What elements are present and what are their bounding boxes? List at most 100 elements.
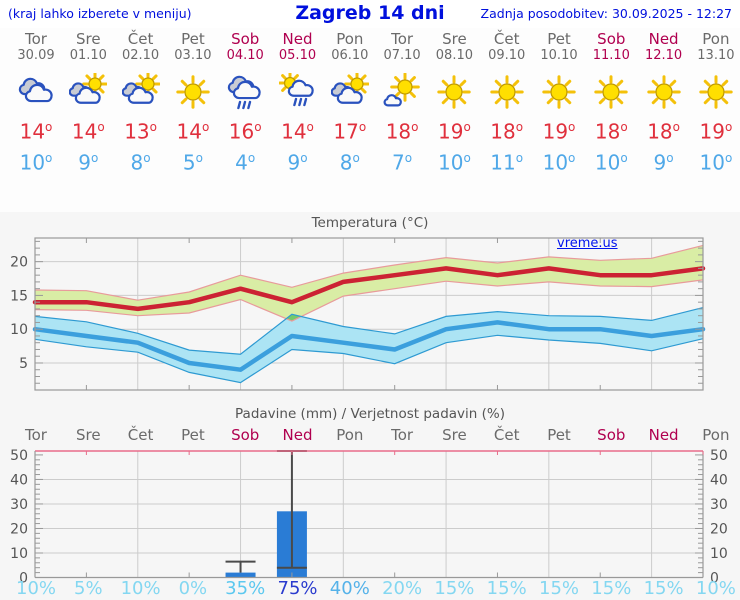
day-column-02-10[interactable]: Čet 02.10 13o 8o [115, 30, 167, 174]
svg-text:20: 20 [10, 521, 28, 537]
svg-text:20: 20 [10, 255, 28, 271]
day-column-11-10[interactable]: Sob 11.10 18o 10o [585, 30, 637, 174]
day-date: 06.10 [331, 48, 369, 63]
day-date: 30.09 [17, 48, 55, 63]
sunny-icon [488, 73, 526, 111]
day-name: Ned [648, 30, 679, 48]
svg-text:30: 30 [710, 497, 728, 513]
day-column-12-10[interactable]: Ned 12.10 18o 9o [638, 30, 690, 174]
day-column-13-10[interactable]: Pon 13.10 19o 10o [690, 30, 740, 174]
day-date: 05.10 [278, 48, 317, 63]
precip-probability: 75% [277, 578, 318, 599]
day-name: Sre [76, 30, 101, 48]
svg-text:5: 5 [19, 356, 28, 372]
precip-day-label: Sob [231, 426, 260, 444]
day-high-temp: 16o [228, 119, 262, 144]
day-name: Čet [127, 30, 154, 48]
day-name: Ned [282, 30, 313, 48]
day-low-temp: 5o [182, 150, 203, 175]
day-name: Sob [231, 30, 260, 48]
precip-day-label: Sre [442, 426, 467, 444]
precip-day-label: Ned [648, 426, 679, 444]
day-name: Pet [181, 30, 205, 48]
day-high-temp: 13o [124, 119, 157, 144]
watermark-link[interactable]: vreme.us [557, 236, 618, 251]
svg-text:10: 10 [710, 546, 728, 562]
day-column-05-10[interactable]: Ned 05.10 14o 9o [272, 30, 324, 174]
day-date: 08.10 [435, 48, 473, 63]
precipitation-chart: 0 0 10 10 20 20 30 30 40 40 50 50 [10, 448, 728, 587]
day-date: 11.10 [592, 48, 630, 63]
partly-cloudy-icon [330, 71, 370, 111]
mostly-sunny-icon [383, 72, 421, 111]
precip-probability: 40% [329, 578, 370, 599]
svg-text:50: 50 [10, 448, 28, 464]
day-high-temp: 18o [490, 119, 524, 144]
day-high-temp: 14o [71, 119, 105, 144]
svg-text:10: 10 [10, 546, 28, 562]
rain-icon [226, 73, 264, 111]
day-low-temp: 10o [19, 150, 53, 175]
day-date: 10.10 [540, 48, 578, 63]
svg-text:0: 0 [19, 571, 28, 587]
svg-text:40: 40 [710, 472, 728, 488]
day-high-temp: 18o [594, 119, 628, 144]
day-low-temp: 10o [542, 150, 576, 175]
sunny-icon [697, 73, 735, 111]
day-low-temp: 9o [287, 150, 308, 175]
partly-cloudy-icon [121, 71, 161, 111]
precip-probability: 15% [591, 578, 632, 599]
day-high-temp: 18o [385, 119, 419, 144]
precip-probability: 5% [74, 578, 103, 599]
day-column-07-10[interactable]: Tor 07.10 18o 7o [376, 30, 428, 174]
day-low-temp: 10o [437, 150, 471, 175]
day-date: 04.10 [226, 48, 264, 63]
precip-day-label: Ned [282, 426, 313, 444]
sunny-icon [645, 73, 683, 111]
precip-day-label: Pon [336, 426, 364, 444]
svg-text:30: 30 [10, 497, 28, 513]
precip-day-label: Čet [127, 426, 154, 444]
day-date: 07.10 [383, 48, 421, 63]
day-column-08-10[interactable]: Sre 08.10 19o 10o [428, 30, 480, 174]
day-low-temp: 8o [130, 150, 151, 175]
charts-section: Temperatura (°C) 5 10 15 20 vreme.us Padavi… [0, 212, 740, 600]
precip-day-label: Sob [597, 426, 626, 444]
forecast-table: Tor 30.09 14o 10o Sre 01.10 14o 9o Čet 02.10 13o 8o… [0, 30, 740, 210]
day-date: 02.10 [121, 48, 160, 63]
precip-probability: 15% [486, 578, 527, 599]
day-high-temp: 18o [647, 119, 680, 144]
precip-probability-row: 10% 5% 10% 0% 35% 75% 40% 20% 15% 15% 15% 15% 15% 10% [0, 578, 740, 599]
day-column-30-09[interactable]: Tor 30.09 14o 10o [10, 30, 62, 174]
partly-cloudy-icon [68, 71, 109, 111]
day-low-temp: 10o [594, 150, 628, 175]
day-low-temp: 7o [392, 150, 413, 175]
last-update: Zadnja posodobitev: 30.09.2025 - 12:27 [480, 6, 732, 21]
day-column-03-10[interactable]: Pet 03.10 14o 5o [167, 30, 219, 174]
day-low-temp: 9o [78, 150, 99, 175]
day-low-temp: 4o [235, 150, 256, 175]
precip-probability: 10% [695, 578, 736, 599]
sunny-icon [592, 73, 630, 111]
precip-day-label: Pon [702, 426, 730, 444]
day-column-01-10[interactable]: Sre 01.10 14o 9o [62, 30, 114, 174]
day-name: Pet [547, 30, 571, 48]
precip-probability: 15% [434, 578, 475, 599]
day-high-temp: 19o [437, 119, 471, 144]
precip-day-label: Tor [391, 426, 414, 444]
svg-text:15: 15 [10, 288, 28, 304]
day-column-10-10[interactable]: Pet 10.10 19o 10o [533, 30, 585, 174]
day-column-06-10[interactable]: Pon 06.10 17o 8o [324, 30, 376, 174]
day-high-temp: 19o [699, 119, 733, 144]
precip-day-label: Pet [547, 426, 571, 444]
sun-rain-icon [277, 71, 317, 111]
header: (kraj lahko izberete v meniju) Zagreb 14… [0, 0, 740, 28]
day-date: 13.10 [697, 48, 735, 63]
precip-whisker [225, 560, 256, 573]
day-high-temp: 14o [281, 119, 314, 144]
day-column-04-10[interactable]: Sob 04.10 16o 4o [219, 30, 271, 174]
day-date: 03.10 [174, 48, 212, 63]
day-name: Tor [391, 30, 414, 48]
day-column-09-10[interactable]: Čet 09.10 18o 11o [481, 30, 533, 174]
